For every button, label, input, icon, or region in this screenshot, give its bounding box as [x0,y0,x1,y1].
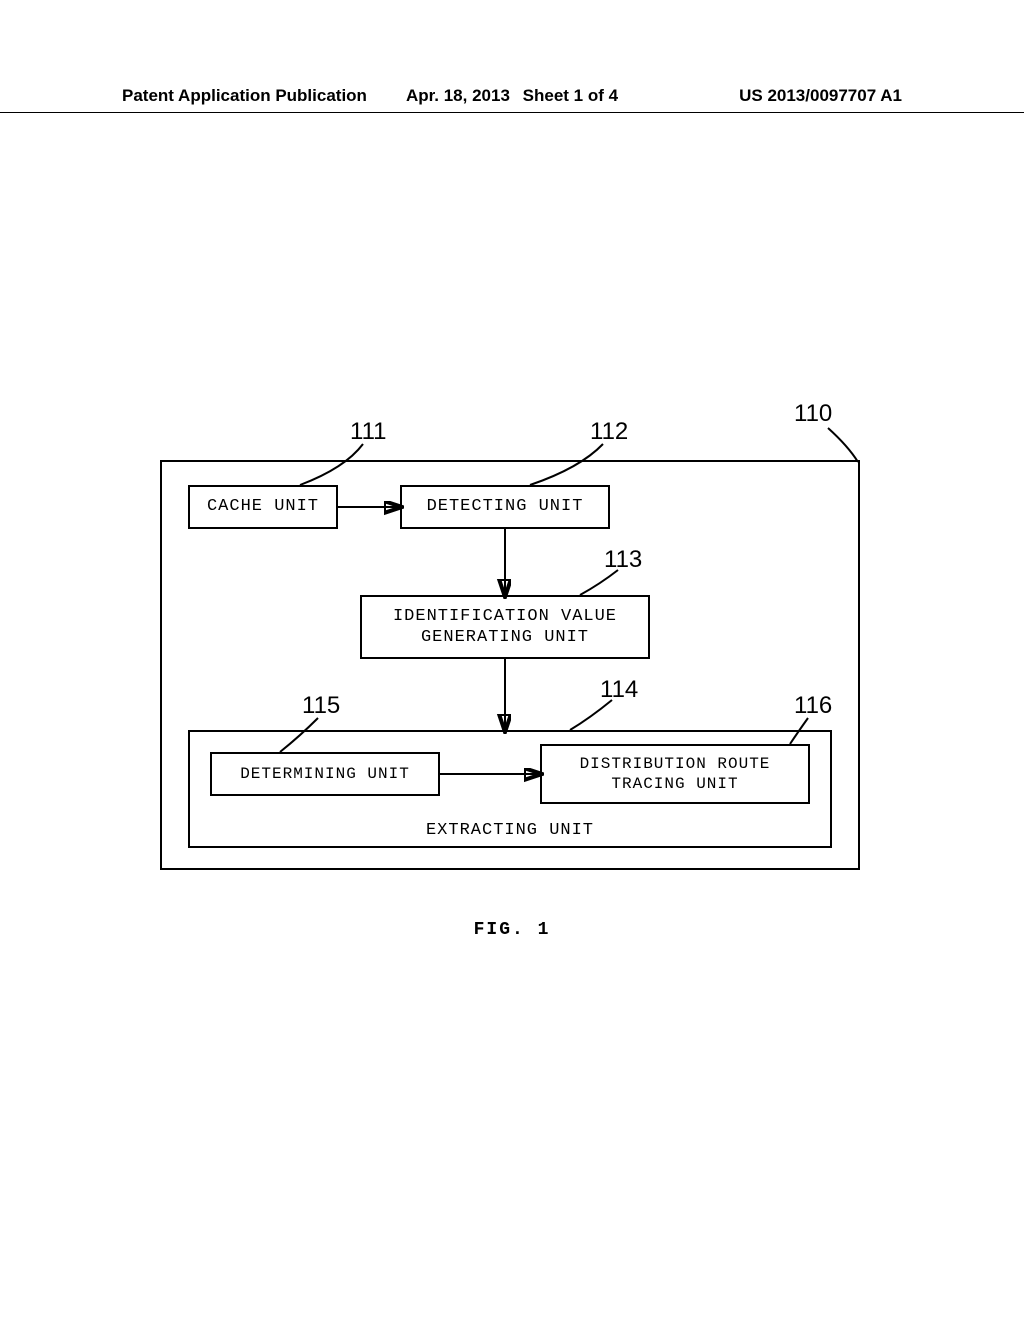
ref-115: 115 [302,692,340,720]
diagram: CACHE UNIT DETECTING UNIT IDENTIFICATION… [160,400,860,870]
determining-unit-box: DETERMINING UNIT [210,752,440,796]
leader-110 [828,428,858,462]
figure-label: FIG. 1 [474,920,551,940]
route-unit-label: DISTRIBUTION ROUTE TRACING UNIT [552,754,798,794]
cache-unit-label: CACHE UNIT [207,496,319,517]
header-right: US 2013/0097707 A1 [739,86,902,106]
ref-110: 110 [794,400,832,428]
header-left: Patent Application Publication [122,86,367,106]
idgen-unit-label: IDENTIFICATION VALUE GENERATING UNIT [372,606,638,649]
header-date: Apr. 18, 2013 [406,86,510,105]
header-center: Apr. 18, 2013 Sheet 1 of 4 [406,86,618,106]
header-sheet: Sheet 1 of 4 [523,86,618,105]
ref-114: 114 [600,676,638,704]
detecting-unit-label: DETECTING UNIT [427,496,584,517]
detecting-unit-box: DETECTING UNIT [400,485,610,529]
extracting-unit-label: EXTRACTING UNIT [426,821,594,840]
determining-unit-label: DETERMINING UNIT [240,764,410,784]
ref-116: 116 [794,692,832,720]
idgen-unit-box: IDENTIFICATION VALUE GENERATING UNIT [360,595,650,659]
ref-111: 111 [350,418,386,446]
page-header: Patent Application Publication Apr. 18, … [0,86,1024,113]
cache-unit-box: CACHE UNIT [188,485,338,529]
route-unit-box: DISTRIBUTION ROUTE TRACING UNIT [540,744,810,804]
ref-112: 112 [590,418,628,446]
patent-page: Patent Application Publication Apr. 18, … [0,0,1024,1320]
ref-113: 113 [604,546,642,574]
